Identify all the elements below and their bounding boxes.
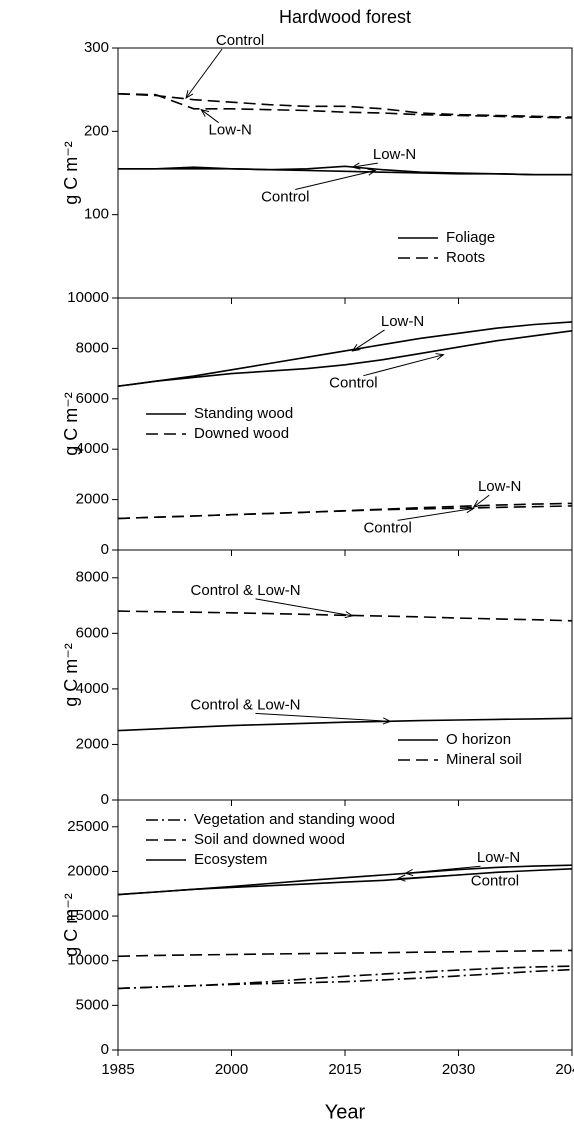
x-tick-label: 2045	[555, 1061, 574, 1078]
legend-label: Downed wood	[194, 425, 289, 442]
annotation-arrow	[397, 507, 474, 521]
y-axis-label: g C m⁻²	[61, 392, 81, 456]
x-tick-label: 2000	[215, 1061, 248, 1078]
annotation: Control & Low-N	[191, 582, 301, 599]
annotation: Low-N	[381, 313, 424, 330]
legend-label: Mineral soil	[446, 751, 522, 768]
annotation-arrowhead	[185, 90, 194, 100]
annotation: Control	[216, 32, 264, 49]
y-tick-label: 0	[101, 541, 109, 558]
y-tick-label: 10000	[67, 289, 109, 306]
series-line	[117, 965, 573, 990]
x-tick-label: 2030	[442, 1061, 475, 1078]
legend-label: Foliage	[446, 229, 495, 246]
y-tick-label: 4000	[76, 440, 109, 457]
y-tick-label: 6000	[76, 624, 109, 641]
legend-label: Ecosystem	[194, 851, 267, 868]
y-tick-label: 15000	[67, 907, 109, 924]
series-line	[117, 505, 573, 520]
series-line	[117, 717, 573, 732]
plot-frame	[117, 799, 573, 1051]
annotation-arrow	[255, 598, 353, 617]
y-tick-label: 8000	[76, 339, 109, 356]
annotation: Control	[363, 519, 411, 536]
y-tick-label: 10000	[67, 952, 109, 969]
annotation-arrow	[200, 109, 219, 124]
series-line	[117, 502, 573, 520]
y-tick-label: 200	[84, 122, 109, 139]
annotation-arrow	[255, 712, 391, 722]
annotation: Low-N	[478, 478, 521, 495]
y-axis-label: g C m⁻²	[61, 141, 81, 205]
legend-label: Soil and downed wood	[194, 831, 345, 848]
series-line	[117, 93, 573, 119]
x-tick-label: 1985	[101, 1061, 134, 1078]
plot-frame	[117, 47, 573, 299]
legend-label: Standing wood	[194, 405, 293, 422]
legend-label: Vegetation and standing wood	[194, 811, 395, 828]
y-axis-label: g C m⁻²	[61, 643, 81, 707]
annotation-arrow	[405, 865, 481, 874]
annotation: Low-N	[373, 146, 416, 163]
annotation: Control & Low-N	[190, 696, 300, 713]
y-tick-label: 2000	[76, 735, 109, 752]
annotation-arrow	[352, 162, 378, 168]
series-line	[117, 864, 573, 896]
annotation-arrow	[295, 170, 376, 190]
series-line	[117, 321, 573, 387]
annotation-arrow	[473, 494, 490, 508]
annotation: Low-N	[477, 849, 520, 866]
annotation-arrowhead	[435, 353, 445, 360]
y-axis-label: g C m⁻²	[61, 893, 81, 957]
annotation-arrow	[352, 329, 385, 352]
annotation-arrowhead	[351, 162, 361, 170]
y-tick-label: 6000	[76, 390, 109, 407]
y-tick-label: 0	[101, 1041, 109, 1058]
annotation: Low-N	[209, 122, 252, 139]
y-tick-label: 25000	[67, 818, 109, 835]
y-tick-label: 100	[84, 206, 109, 223]
series-line	[117, 610, 573, 622]
annotation-arrowhead	[472, 499, 482, 508]
y-tick-label: 2000	[76, 491, 109, 508]
annotation-arrowhead	[382, 717, 392, 725]
annotation-arrow	[185, 48, 223, 99]
plot-frame	[117, 297, 573, 551]
series-line	[118, 165, 572, 176]
annotation-arrowhead	[465, 506, 475, 514]
annotation-arrow	[363, 354, 444, 377]
series-line	[117, 330, 573, 387]
annotation-arrowhead	[367, 168, 377, 176]
annotation: Control	[329, 375, 377, 392]
chart-title: Hardwood forest	[279, 7, 411, 27]
annotation: Control	[471, 873, 519, 890]
y-tick-label: 8000	[76, 569, 109, 586]
annotation-arrowhead	[200, 108, 210, 117]
y-tick-label: 300	[84, 39, 109, 56]
x-axis-label: Year	[325, 1101, 366, 1123]
series-line	[117, 949, 573, 958]
y-tick-label: 4000	[76, 680, 109, 697]
legend-label: Roots	[446, 249, 485, 266]
y-tick-label: 5000	[76, 996, 109, 1013]
annotation: Control	[261, 188, 309, 205]
annotation-arrowhead	[344, 611, 354, 619]
y-tick-label: 0	[101, 791, 109, 808]
y-tick-label: 20000	[67, 862, 109, 879]
annotation-arrowhead	[351, 343, 361, 352]
annotation-arrowhead	[404, 868, 414, 877]
legend-label: O horizon	[446, 731, 511, 748]
x-tick-label: 2015	[328, 1061, 361, 1078]
annotation-arrow	[397, 873, 477, 880]
annotation-arrowhead	[396, 874, 406, 882]
